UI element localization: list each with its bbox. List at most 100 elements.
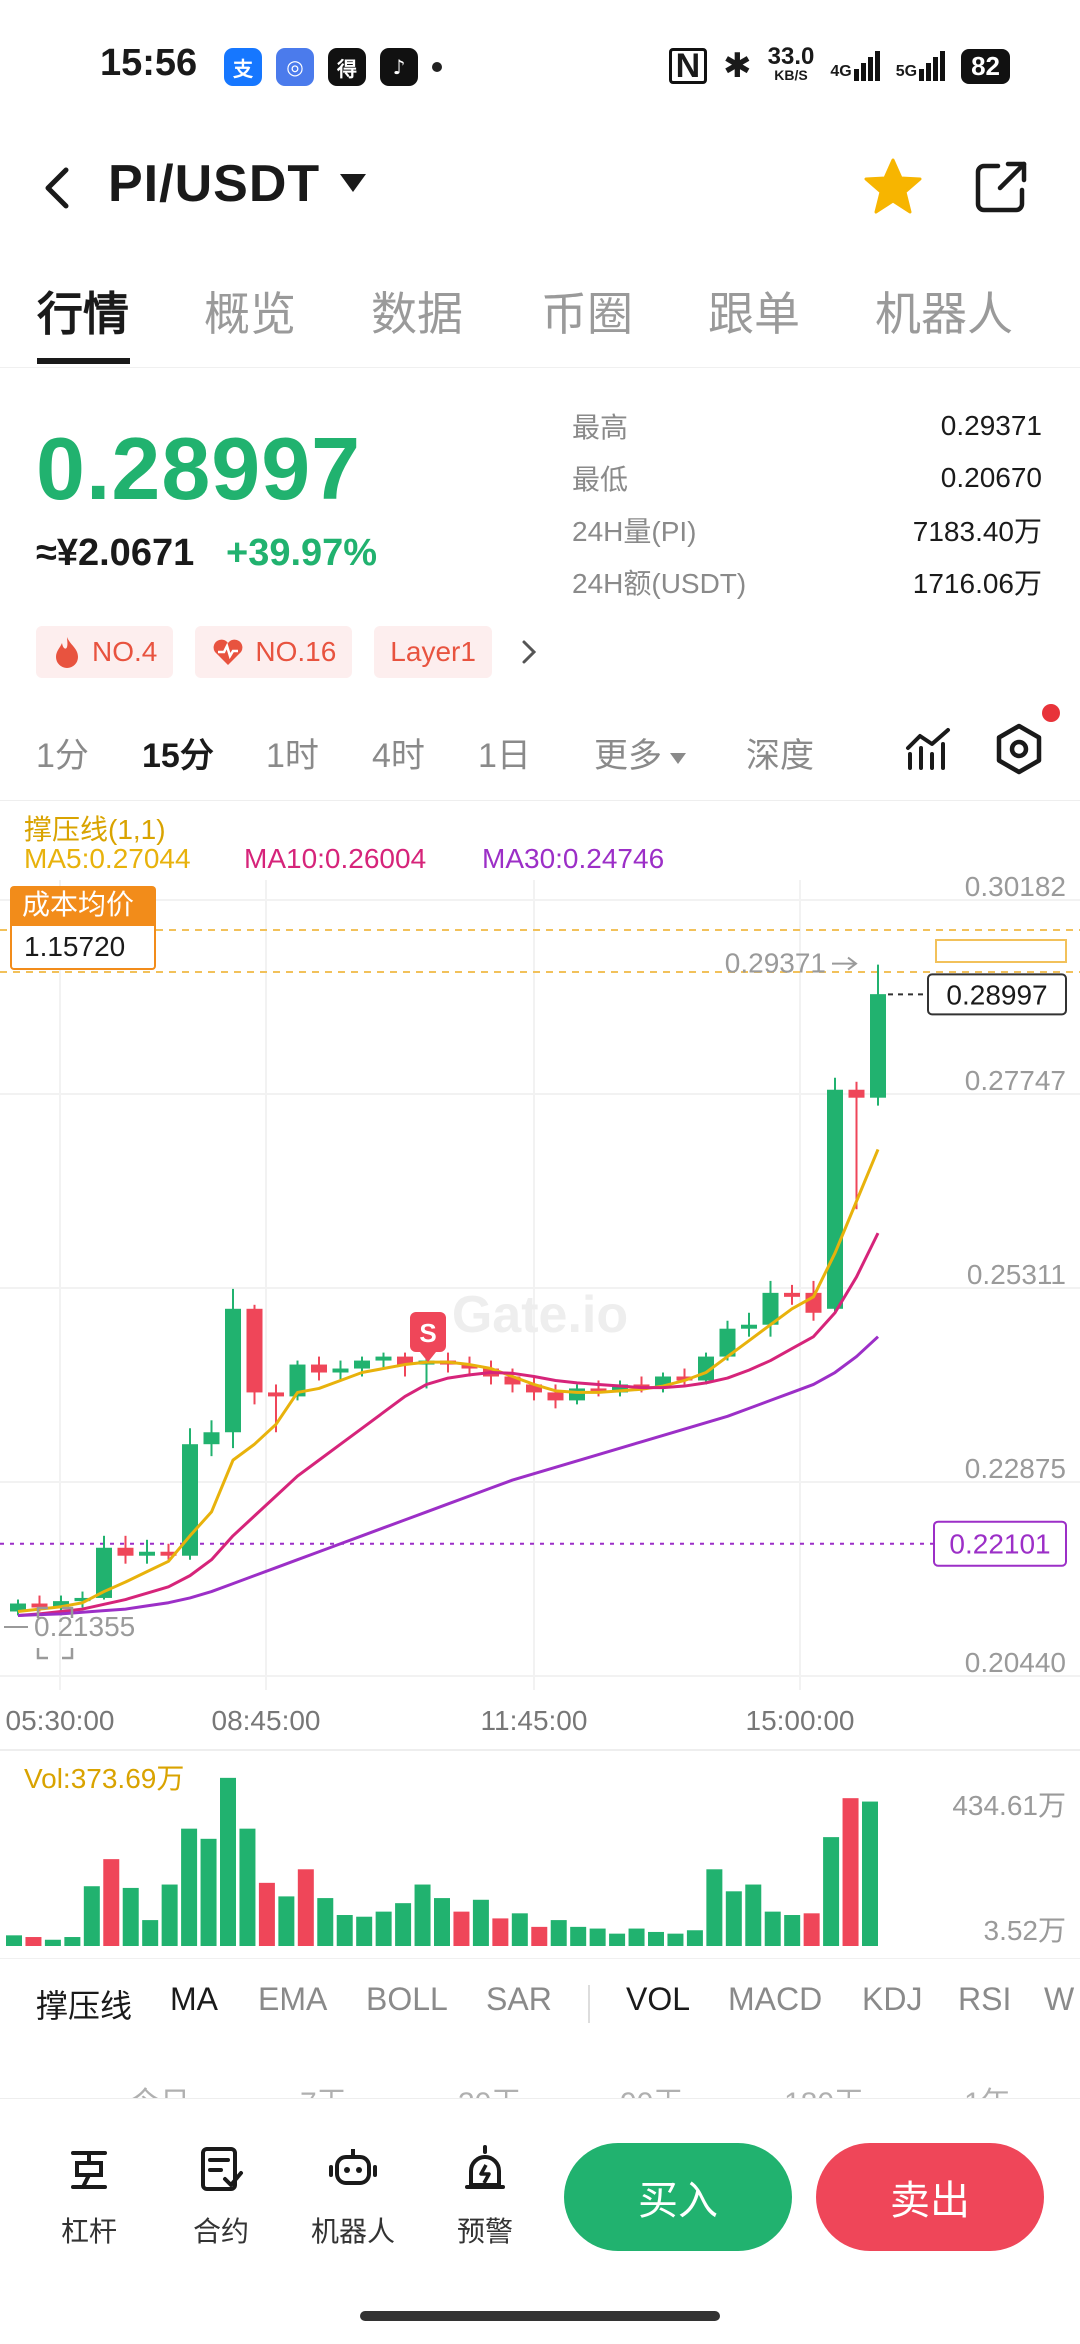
volume-bar	[317, 1898, 334, 1946]
active-tab-indicator	[37, 358, 130, 364]
candle-body	[547, 1392, 564, 1401]
indicator-vol[interactable]: VOL	[626, 1981, 691, 2017]
tab-copy-trading[interactable]: 跟单	[708, 288, 800, 340]
volume-bar	[103, 1859, 120, 1946]
volume-bar	[570, 1926, 587, 1946]
back-arrow-icon[interactable]	[30, 158, 90, 218]
notification-icons: 支 ◎ 得 ♪	[224, 48, 442, 86]
volume-bar	[395, 1903, 412, 1946]
favorite-star-icon[interactable]	[862, 156, 924, 218]
indicator-ma[interactable]: MA	[170, 1981, 218, 2017]
volume-bar	[823, 1837, 840, 1946]
timeframe-1m[interactable]: 1分	[36, 737, 89, 775]
leverage-icon	[71, 2151, 107, 2189]
chart-markers: 0.29371 0.21355 S	[4, 948, 858, 1660]
period-7d[interactable]: 7天	[300, 2078, 347, 2098]
support-price-label: 0.22101	[949, 1529, 1050, 1560]
volume-bar	[550, 1920, 567, 1946]
indicator-more[interactable]: W	[1044, 1981, 1075, 2017]
chart-settings-icon[interactable]	[992, 722, 1046, 776]
period-180d[interactable]: 180天	[784, 2078, 864, 2098]
indicator-support-resistance[interactable]: 撑压线	[36, 1988, 133, 2024]
indicator-boll[interactable]: BOLL	[366, 1981, 448, 2017]
pair-title[interactable]: PI/USDT	[108, 155, 321, 213]
robot-icon	[329, 2149, 377, 2185]
timeframe-more[interactable]: 更多	[594, 728, 686, 777]
sell-signal-marker	[410, 1312, 446, 1352]
indicator-ema[interactable]: EMA	[258, 1981, 328, 2017]
battery-icon: 82	[961, 48, 1010, 84]
contract-button[interactable]: 合约	[166, 2143, 276, 2250]
candle-body	[719, 1328, 736, 1357]
tag-hot-rank[interactable]: NO.4	[36, 626, 174, 678]
depth-tab[interactable]: 深度	[746, 737, 814, 775]
period-90d[interactable]: 90天	[620, 2078, 683, 2098]
volume-bar	[142, 1920, 159, 1946]
period-1y[interactable]: 1年	[964, 2078, 1011, 2098]
ma10-line	[17, 1232, 880, 1617]
volume-bar	[784, 1915, 801, 1946]
candle-body	[74, 1597, 91, 1602]
pair-dropdown-icon[interactable]	[340, 174, 366, 192]
volume-bar	[589, 1928, 606, 1946]
tab-bots[interactable]: 机器人	[875, 288, 1013, 340]
price-axis-label: 0.30182	[965, 871, 1066, 902]
candle-body	[827, 1089, 843, 1309]
candle-body	[590, 1388, 607, 1393]
timeframe-1h[interactable]: 1时	[266, 737, 319, 775]
contract-icon	[201, 2147, 243, 2191]
candle-body	[10, 1603, 26, 1612]
tab-market[interactable]: 行情	[37, 288, 129, 340]
volume-bar	[356, 1916, 373, 1946]
sell-button[interactable]: 卖出	[816, 2143, 1044, 2251]
candle-body	[117, 1547, 134, 1556]
timeframe-15m[interactable]: 15分	[142, 737, 214, 775]
candle-body	[31, 1603, 48, 1608]
candle-body	[139, 1551, 155, 1556]
buy-button[interactable]: 买入	[564, 2143, 792, 2251]
tab-overview[interactable]: 概览	[204, 288, 296, 340]
tiktok-icon: ♪	[380, 48, 418, 86]
candle-body	[870, 994, 886, 1098]
time-axis-label: 11:45:00	[481, 1705, 588, 1736]
signal-4g-icon: 4G	[830, 51, 880, 81]
stat-volume: 24H量(PI) 7183.40万	[572, 516, 1042, 547]
indicator-rsi[interactable]: RSI	[958, 1981, 1012, 2017]
timeframe-4h[interactable]: 4时	[372, 737, 425, 775]
header: PI/USDT	[0, 140, 1080, 260]
tag-favorite-rank[interactable]: NO.16	[195, 626, 353, 678]
indicator-macd[interactable]: MACD	[728, 1981, 823, 2017]
timeframe-selector: 1分 15分 1时 4时 1日 更多 深度	[0, 704, 1080, 780]
time-axis-label: 15:00:00	[746, 1705, 855, 1736]
robot-button[interactable]: 机器人	[298, 2143, 408, 2250]
tab-data[interactable]: 数据	[371, 288, 463, 340]
indicator-chart-icon[interactable]	[904, 724, 954, 774]
share-icon[interactable]	[970, 156, 1032, 218]
main-tabs: 行情 概览 数据 币圈 跟单 机器人	[0, 268, 1080, 368]
candle-body	[612, 1384, 628, 1393]
volume-bar	[628, 1928, 645, 1946]
volume-bar	[764, 1911, 781, 1946]
timeframe-1d[interactable]: 1日	[478, 737, 531, 775]
volume-bar	[725, 1891, 742, 1946]
candle-body	[160, 1551, 177, 1556]
volume-bar	[453, 1911, 470, 1946]
alert-button[interactable]: 预警	[430, 2143, 540, 2250]
period-today[interactable]: 今日	[130, 2078, 190, 2098]
support-resistance-legend: 撑压线(1,1)	[24, 814, 166, 845]
volume-axis-label: 434.61万	[952, 1790, 1066, 1821]
indicator-sar[interactable]: SAR	[486, 1981, 552, 2017]
tab-community[interactable]: 币圈	[541, 288, 633, 340]
browser-icon: ◎	[276, 48, 314, 86]
tag-layer1[interactable]: Layer1	[374, 626, 492, 678]
volume-bar	[122, 1887, 139, 1946]
volume-bar	[239, 1828, 256, 1946]
indicator-kdj[interactable]: KDJ	[862, 1981, 923, 2017]
leverage-button[interactable]: 杠杆	[34, 2143, 144, 2250]
low-marker-label: 0.21355	[34, 1611, 135, 1642]
volume-bar	[336, 1915, 353, 1946]
chevron-right-icon[interactable]	[514, 632, 544, 672]
alarm-icon	[465, 2145, 505, 2189]
period-30d[interactable]: 30天	[458, 2078, 521, 2098]
